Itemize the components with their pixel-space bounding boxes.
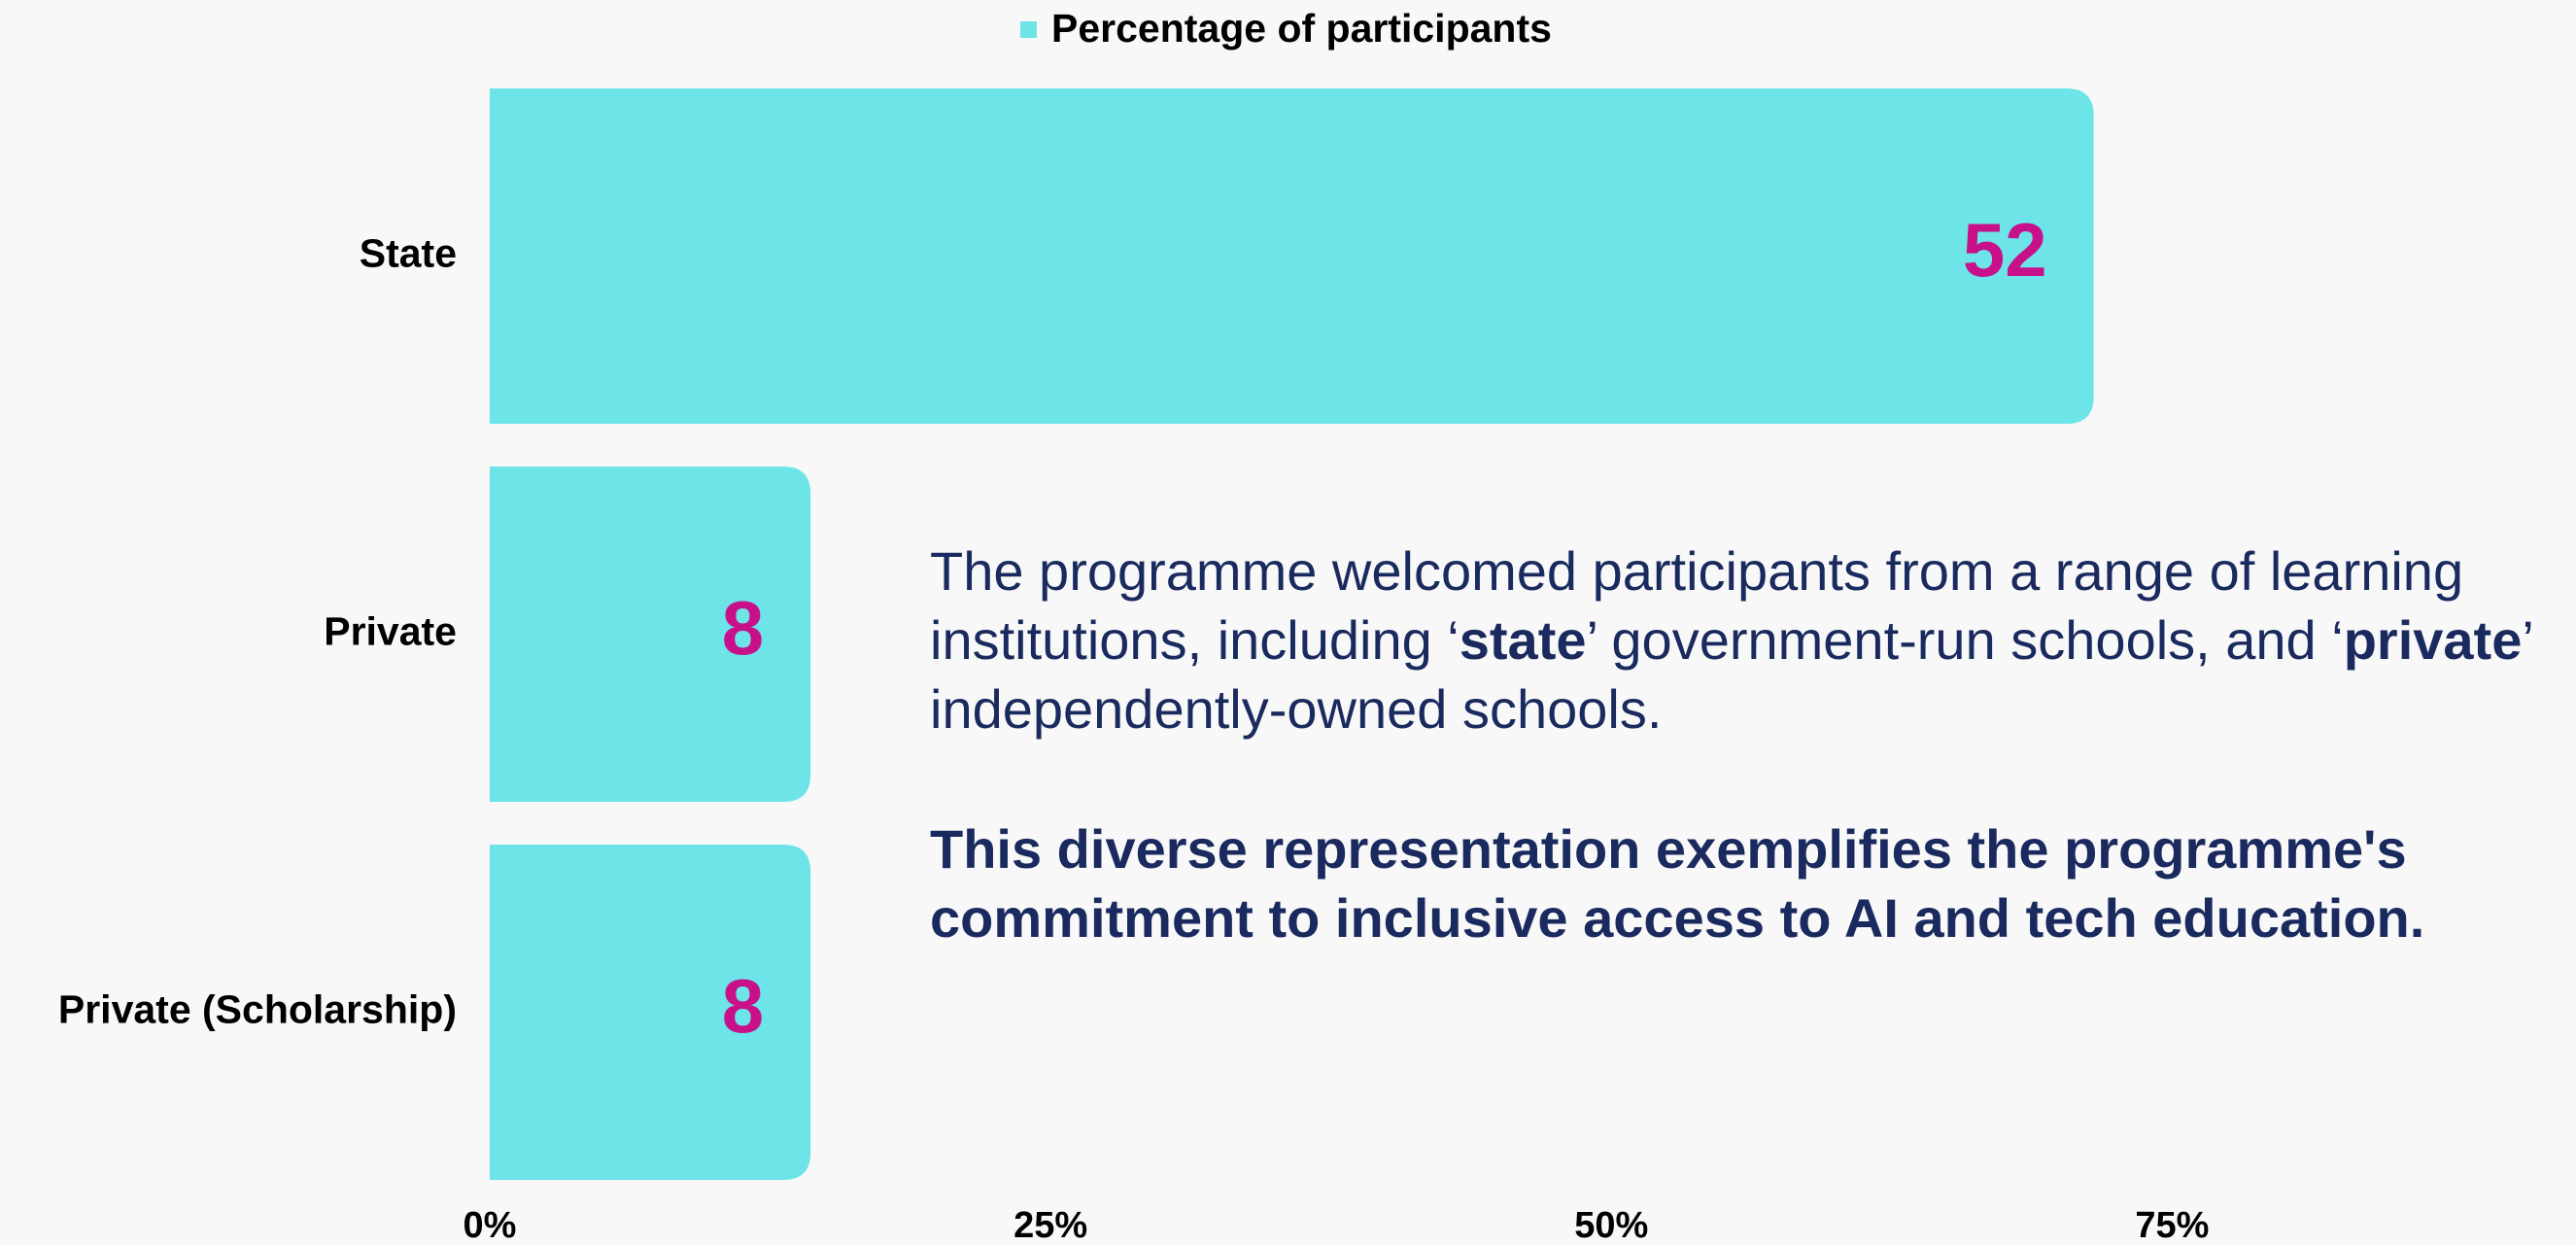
- data-label: 8: [722, 585, 764, 671]
- x-tick-label: 0%: [464, 1205, 517, 1245]
- x-tick-label: 25%: [1013, 1205, 1087, 1245]
- paragraph: This diverse representation exemplifies …: [930, 818, 2425, 949]
- y-tick-label: State: [360, 230, 457, 275]
- legend-label: Percentage of participants: [1051, 6, 1552, 51]
- bar: [490, 845, 811, 1180]
- data-label: 8: [722, 963, 764, 1049]
- paragraph: The programme welcomed participants from…: [930, 536, 2572, 744]
- text: state: [1459, 609, 1587, 671]
- y-tick-label: Private: [324, 608, 457, 653]
- text: ’ independently-owned schools.: [930, 609, 2532, 740]
- legend-swatch: [1020, 21, 1037, 38]
- bar: [490, 467, 811, 802]
- x-tick-label: 75%: [2135, 1205, 2209, 1245]
- x-tick-label: 50%: [1574, 1205, 1648, 1245]
- data-label: 52: [1963, 207, 2047, 293]
- bar: [490, 88, 2094, 424]
- text: The programme welcomed participants from…: [930, 540, 2464, 671]
- text: ’ government-run schools, and ‘: [1586, 609, 2344, 671]
- y-tick-label: Private (Scholarship): [58, 986, 457, 1031]
- text: private: [2343, 609, 2523, 671]
